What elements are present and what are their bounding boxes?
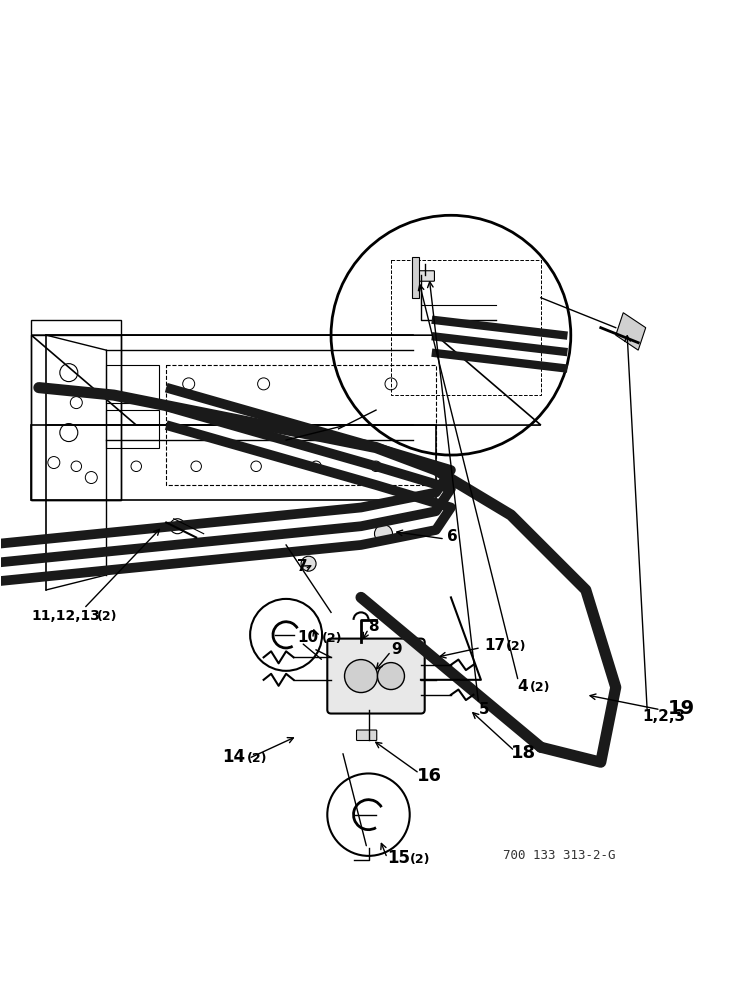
Text: 14: 14 xyxy=(223,748,246,766)
Circle shape xyxy=(378,663,405,690)
Text: (2): (2) xyxy=(247,752,268,765)
Text: 700 133 313-2-G: 700 133 313-2-G xyxy=(503,849,616,862)
Polygon shape xyxy=(412,257,420,298)
Text: 5: 5 xyxy=(478,702,490,717)
Text: 7: 7 xyxy=(297,559,308,574)
Text: (2): (2) xyxy=(322,632,343,645)
Text: 11,12,13: 11,12,13 xyxy=(32,609,100,623)
Text: 4: 4 xyxy=(517,679,527,694)
FancyBboxPatch shape xyxy=(417,271,435,281)
FancyBboxPatch shape xyxy=(327,639,425,714)
Text: 6: 6 xyxy=(447,529,458,544)
Text: 18: 18 xyxy=(511,744,536,762)
Text: 9: 9 xyxy=(391,642,402,657)
Circle shape xyxy=(374,525,393,543)
Text: 19: 19 xyxy=(669,699,696,718)
Text: (2): (2) xyxy=(530,681,550,694)
Circle shape xyxy=(301,556,316,571)
Text: (2): (2) xyxy=(96,610,117,623)
Text: 1,2,3: 1,2,3 xyxy=(642,709,685,724)
Text: 17: 17 xyxy=(484,638,506,653)
Text: 10: 10 xyxy=(297,630,318,645)
Circle shape xyxy=(344,660,378,693)
Text: 16: 16 xyxy=(417,767,442,785)
Text: (2): (2) xyxy=(506,640,527,653)
FancyBboxPatch shape xyxy=(356,730,377,741)
Polygon shape xyxy=(616,313,646,350)
Text: 8: 8 xyxy=(368,619,379,634)
Text: 15: 15 xyxy=(387,849,411,867)
Text: (2): (2) xyxy=(410,853,430,866)
